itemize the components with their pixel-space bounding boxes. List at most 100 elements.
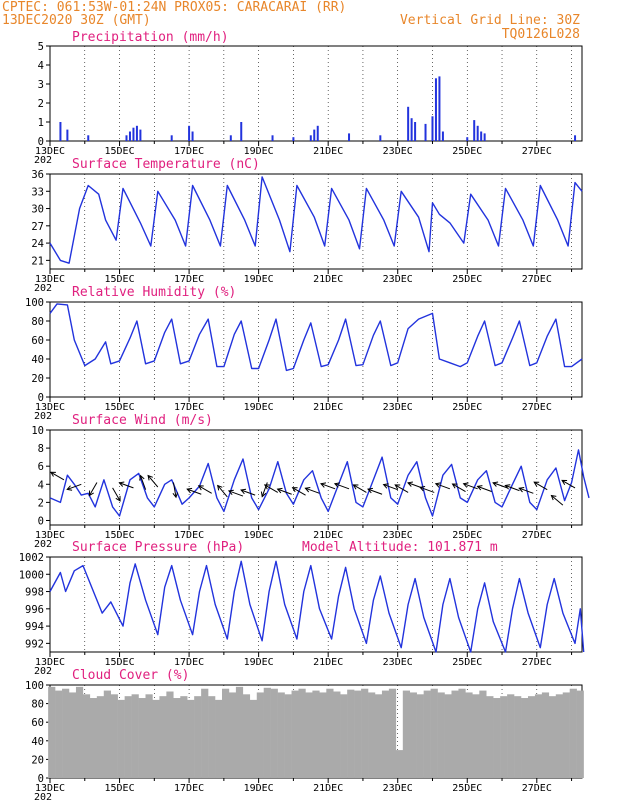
cloud-xtick-label: 25DEC (452, 783, 482, 794)
header-station: CPTEC: 061:53W-01:24N PROX05: CARACARAI … (2, 0, 346, 15)
rh-xtick-label: 13DEC (35, 402, 65, 413)
cloud-bar (361, 688, 369, 778)
precip-bar (271, 135, 274, 141)
wind-vector (240, 489, 256, 496)
precip-ytick-label: 5 (38, 41, 44, 53)
precip-xtick-label: 21DEC (313, 146, 343, 157)
cloud-bar (145, 694, 153, 778)
cloud-bar (402, 690, 411, 778)
wind-vector-head (518, 487, 525, 493)
precip-ytick-label: 2 (38, 98, 44, 110)
precip-bar (473, 120, 476, 141)
wind-xtick-label: 25DEC (452, 530, 482, 541)
cloud-bar (527, 696, 536, 778)
cloud-ytick-label: 100 (25, 680, 44, 692)
precip-ytick-label: 4 (38, 60, 44, 72)
wind-vector-head (476, 485, 483, 491)
precip-bar (125, 135, 128, 141)
temp-xtick-label: 25DEC (452, 274, 482, 285)
precip-frame (49, 45, 583, 142)
cloud-bar (215, 699, 223, 778)
cloud-bar (423, 690, 431, 778)
precip-bar (480, 131, 483, 141)
wind-title: Surface Wind (m/s) (72, 413, 213, 428)
precip-bar (466, 137, 469, 141)
precip-bar (188, 125, 191, 141)
precip-bar (316, 125, 319, 141)
precip-bar (292, 137, 295, 141)
cloud-bar (451, 690, 459, 778)
cloud-bar (368, 692, 376, 778)
wind-year-label: 202 (34, 539, 52, 550)
cloud-bar (381, 690, 390, 778)
precip-xtick-label: 23DEC (383, 146, 413, 157)
precip-xtick-label: 17DEC (174, 146, 204, 157)
cloud-bar (110, 694, 118, 778)
cloud-ytick-label: 80 (31, 699, 44, 711)
precip-ytick-label: 0 (38, 136, 44, 148)
wind-vector (505, 485, 520, 492)
cloud-bar (291, 690, 299, 778)
wind-vector (452, 483, 466, 492)
wind-vector (89, 482, 98, 496)
cloud-bar (305, 692, 313, 778)
wind-vector (217, 485, 228, 498)
cloud-bar (548, 696, 557, 778)
wind-vector (551, 495, 564, 506)
wind-vector (383, 484, 398, 491)
cloud-bar (75, 686, 84, 778)
wind-vector-head (276, 487, 283, 494)
pressure-xtick-label: 27DEC (522, 657, 552, 668)
cloud-bar (319, 692, 327, 778)
wind-vector (172, 482, 177, 498)
cloud-bar (96, 696, 105, 778)
wind-vector-head (147, 474, 153, 481)
pressure-title: Surface Pressure (hPa) (72, 540, 244, 555)
panel-rh: Relative Humidity (%) 0 20 40 60 80 100 13DEC 1… (25, 285, 583, 422)
wind-vector (463, 483, 478, 490)
wind-vector-head (504, 484, 511, 490)
precip-xtick-label: 19DEC (244, 146, 274, 157)
cloud-bar (263, 687, 271, 778)
cloud-bar (131, 694, 139, 778)
pressure-ytick-label: 992 (25, 638, 44, 650)
cloud-bar (62, 688, 70, 778)
rh-ytick-label: 40 (31, 354, 44, 366)
cloud-bar (500, 696, 508, 778)
header-grid-line: Vertical Grid Line: 30Z (400, 13, 580, 28)
cloud-bar (82, 694, 91, 778)
rh-line (49, 303, 583, 372)
precip-bar (348, 133, 351, 141)
temp-xtick-label: 27DEC (522, 274, 552, 285)
temp-ytick-label: 30 (31, 204, 44, 216)
cloud-bar (354, 690, 362, 778)
header-model-id: TQ0126L028 (502, 27, 580, 42)
temp-xtick-label: 21DEC (313, 274, 343, 285)
wind-vector-head (88, 490, 94, 497)
cloud-bar (555, 694, 563, 778)
pressure-ytick-label: 1002 (19, 552, 44, 564)
cloud-bar (326, 688, 334, 778)
precip-bar (434, 78, 437, 141)
wind-vector (394, 484, 409, 493)
wind-xtick-label: 17DEC (174, 530, 204, 541)
panel-pressure: Surface Pressure (hPa) Model Altitude: 1… (19, 540, 585, 677)
wind-xtick-label: 27DEC (522, 530, 552, 541)
precip-bar (191, 131, 194, 141)
cloud-bar (312, 690, 320, 778)
wind-ytick-label: 10 (31, 425, 44, 437)
cloud-bar (479, 690, 487, 778)
wind-vector-head (320, 482, 327, 488)
panel-temp: Surface Temperature (nC) 21 24 27 30 33 36 13D… (31, 157, 583, 294)
wind-ytick-label: 6 (38, 461, 44, 473)
wind-vector-head (304, 487, 311, 493)
temp-title: Surface Temperature (nC) (72, 157, 260, 172)
wind-vector (519, 487, 534, 494)
wind-xtick-label: 21DEC (313, 530, 343, 541)
wind-vector (305, 487, 320, 494)
cloud-bar (347, 689, 355, 778)
wind-vector (334, 483, 350, 490)
precip-bar (229, 135, 232, 141)
wind-vector-head (172, 492, 179, 499)
cloud-bar (507, 694, 515, 778)
